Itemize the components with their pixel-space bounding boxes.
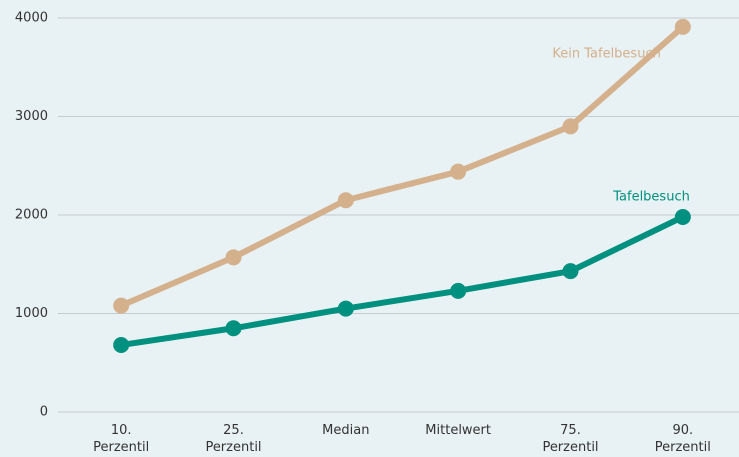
data-point — [225, 249, 242, 266]
x-tick-label: Median — [322, 423, 369, 438]
series-line — [120, 214, 685, 348]
data-point — [337, 300, 354, 317]
y-tick-label: 1000 — [15, 306, 48, 321]
data-point — [674, 18, 691, 35]
data-point — [450, 282, 467, 299]
y-tick-label: 0 — [40, 405, 48, 420]
data-point — [450, 163, 467, 180]
series-label: Tafelbesuch — [612, 189, 690, 204]
x-tick-label: 75. Perzentil — [542, 423, 598, 455]
data-point — [674, 208, 691, 225]
data-point — [337, 192, 354, 209]
x-tick-label: 25. Perzentil — [205, 423, 261, 455]
data-point — [113, 337, 130, 354]
series-line — [119, 24, 685, 309]
series-label: Kein Tafelbesuch — [552, 46, 660, 61]
data-point — [562, 263, 579, 280]
data-point — [562, 118, 579, 135]
x-tick-label: 90. Perzentil — [655, 423, 711, 455]
data-point — [225, 320, 242, 337]
x-tick-label: 10. Perzentil — [93, 423, 149, 455]
y-tick-label: 4000 — [15, 11, 48, 26]
x-tick-label: Mittelwert — [425, 423, 491, 438]
y-tick-label: 2000 — [15, 208, 48, 223]
data-point — [113, 297, 130, 314]
y-tick-label: 3000 — [15, 109, 48, 124]
